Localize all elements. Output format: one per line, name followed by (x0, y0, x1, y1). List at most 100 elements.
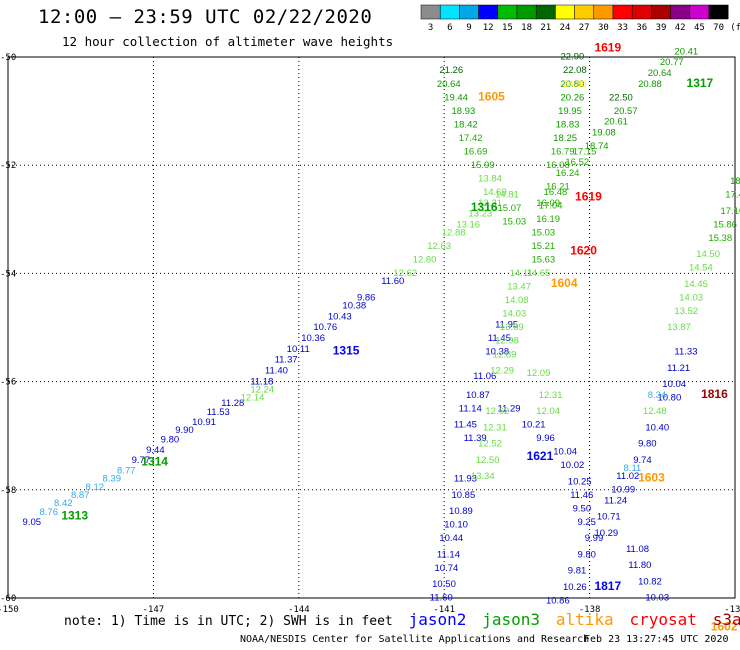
pass-time-label: 1316 (471, 200, 498, 214)
swh-point: 11.14 (437, 549, 460, 560)
swh-point: 13.47 (507, 282, 531, 293)
swh-point: 11.60 (430, 593, 453, 604)
swh-point: 20.77 (660, 57, 684, 68)
swh-point: 11.24 (604, 495, 627, 506)
legend-label: 3 (428, 23, 433, 33)
legend-s3a: s3a (712, 610, 740, 629)
pass-time-label: 1315 (333, 344, 360, 358)
swh-point: 15.03 (531, 228, 555, 239)
swh-point: 16.21 (546, 182, 570, 193)
swh-point: 8.87 (71, 490, 90, 501)
swh-point: 8.34 (648, 390, 667, 401)
swh-point: 10.87 (466, 390, 490, 401)
legend-label: 30 (598, 23, 609, 33)
legend-label: 6 (447, 23, 452, 33)
chart-subtitle: 12 hour collection of altimeter wave hei… (62, 34, 394, 49)
swh-point: 21.26 (439, 65, 463, 76)
swh-point: 11.80 (628, 560, 651, 571)
swh-point: 13.84 (478, 173, 502, 184)
plot-frame (7, 56, 736, 599)
swh-point: 20.57 (614, 106, 638, 117)
swh-point: 20.88 (638, 79, 662, 90)
swh-point: 12.63 (427, 241, 451, 252)
legend-swatch (708, 4, 729, 20)
swh-point: 19.44 (444, 92, 468, 103)
swh-point: 9.74 (633, 455, 652, 466)
pass-time-label: 1603 (638, 471, 665, 485)
swh-point: 11.53 (207, 407, 230, 418)
swh-point: 10.74 (435, 563, 459, 574)
swh-point: 12.24 (250, 384, 274, 395)
swh-point: 9.25 (577, 517, 596, 528)
swh-point: 12.88 (442, 228, 466, 239)
legend-unit: (ft) (730, 23, 740, 33)
swh-point: 8.76 (40, 507, 59, 518)
swh-point: 18.74 (585, 141, 609, 152)
legend-label: 39 (656, 23, 667, 33)
swh-point: 11.45 (488, 333, 511, 344)
swh-point: 10.71 (597, 512, 621, 523)
x-tick-label: -138 (579, 605, 601, 615)
swh-point: 11.37 (275, 355, 298, 366)
swh-point: 11.40 (265, 365, 288, 376)
swh-point: 10.43 (328, 311, 352, 322)
pass-time-label: 1317 (687, 76, 714, 90)
swh-point: 16.19 (536, 214, 560, 225)
swh-point: 10.36 (301, 333, 325, 344)
legend-label: 9 (466, 23, 471, 33)
swh-point: 15.07 (498, 203, 522, 214)
swh-point: 8.39 (103, 474, 122, 485)
swh-point: 13.34 (471, 471, 495, 482)
swh-point: 14.54 (689, 263, 713, 274)
swh-point: 10.76 (313, 322, 337, 333)
swh-point: 10.40 (645, 422, 669, 433)
x-tick-label: -141 (433, 605, 455, 615)
swh-point: 20.64 (437, 79, 461, 90)
swh-point: 10.04 (662, 379, 686, 390)
pass-time-label: 1816 (701, 387, 728, 401)
swh-point: 11.95 (495, 320, 518, 331)
swh-point: 20.80 (561, 79, 585, 90)
legend-label: 15 (502, 23, 513, 33)
swh-point: 12.89 (493, 349, 517, 360)
legend-label: 27 (579, 23, 590, 33)
swh-point: 13.31 (478, 198, 502, 209)
swh-point: 16.69 (464, 146, 488, 157)
swh-point: 15.99 (471, 160, 495, 171)
swh-point: 12.48 (643, 406, 667, 417)
legend-label: 12 (483, 23, 494, 33)
swh-point: 11.06 (473, 371, 496, 382)
swh-point: 16.48 (544, 187, 568, 198)
note-text: note: 1) Time is in UTC; 2) SWH is in fe… (64, 614, 393, 629)
swh-point: 22.08 (563, 65, 587, 76)
legend-jason2: jason2 (408, 610, 467, 629)
swh-point: 9.81 (568, 566, 587, 577)
swh-point: 10.38 (485, 347, 509, 358)
swh-point: 9.80 (577, 549, 596, 560)
swh-point: 10.04 (553, 447, 577, 458)
swh-point: 16.52 (565, 157, 589, 168)
swh-point: 16.09 (536, 198, 560, 209)
pass-time-label: 1619 (594, 41, 621, 55)
legend-altika: altika (555, 610, 614, 629)
swh-point: 20.64 (648, 68, 672, 79)
legend-label: 33 (617, 23, 628, 33)
swh-point: 10.50 (432, 579, 456, 590)
swh-point: 16.79 (551, 146, 575, 157)
swh-point: 16.08 (546, 160, 570, 171)
swh-point: 9.77 (132, 455, 151, 466)
swh-point: 13.23 (468, 209, 492, 220)
x-tick-label: -150 (0, 605, 19, 615)
swh-point: 12.62 (393, 268, 417, 279)
swh-point: 14.03 (502, 309, 526, 320)
swh-point: 12.52 (478, 439, 502, 450)
swh-point: 11.33 (674, 347, 697, 358)
legend-jason3: jason3 (482, 610, 540, 629)
swh-point: 18.00 (730, 176, 740, 187)
swh-point: 11.93 (454, 474, 477, 485)
swh-point: 10.10 (444, 520, 468, 531)
swh-point: 12.29 (490, 365, 514, 376)
swh-point: 8.12 (86, 482, 105, 493)
legend-label: 18 (521, 23, 532, 33)
swh-point: 17.10 (720, 206, 740, 217)
